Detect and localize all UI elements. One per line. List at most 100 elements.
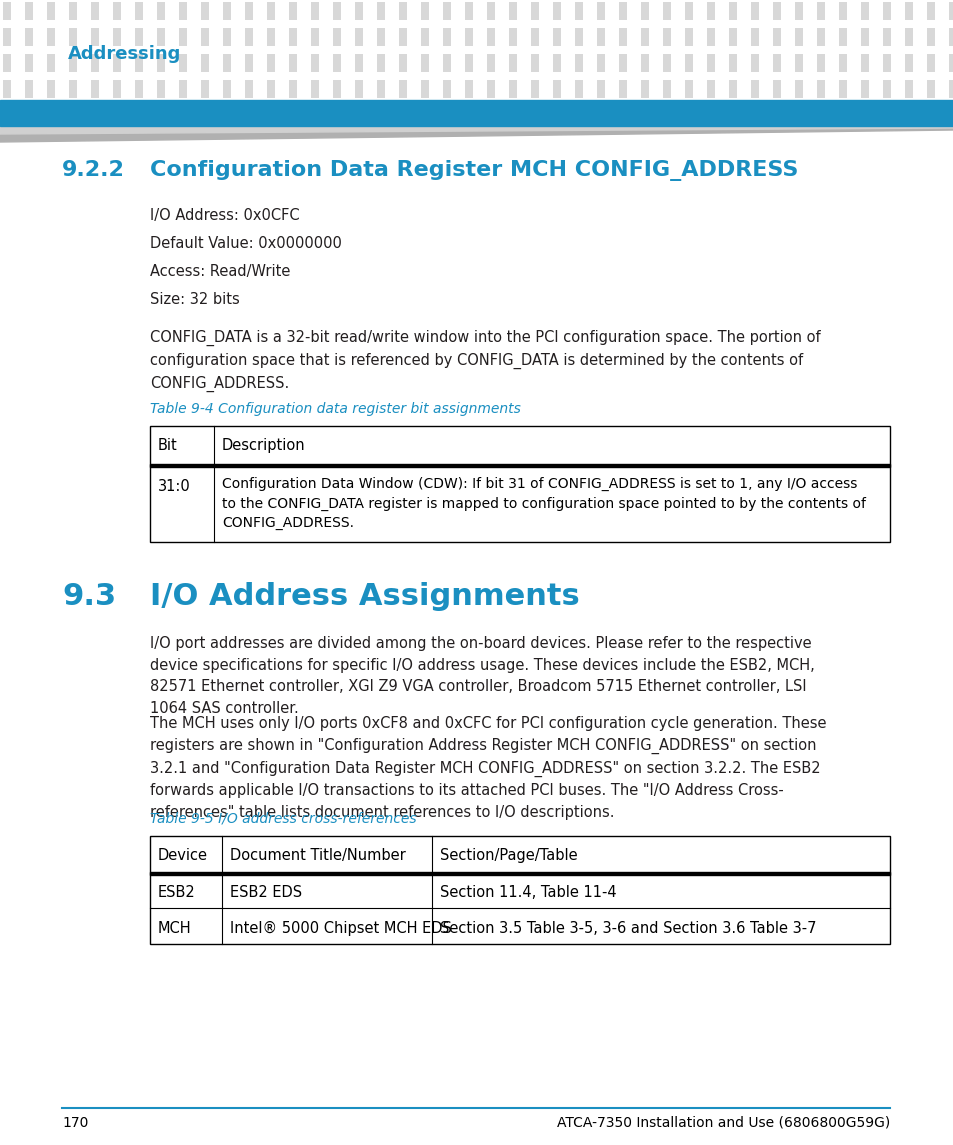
Bar	[509, 54, 517, 72]
Bar	[882, 27, 890, 46]
Text: ESB2 EDS: ESB2 EDS	[230, 885, 302, 900]
Bar	[376, 27, 385, 46]
Bar	[948, 54, 953, 72]
Bar	[904, 80, 912, 98]
Bar	[376, 2, 385, 19]
Text: Table 9-5 I/O address cross-references: Table 9-5 I/O address cross-references	[150, 812, 416, 826]
Bar	[3, 27, 11, 46]
Bar	[882, 54, 890, 72]
Bar	[531, 54, 538, 72]
Bar	[47, 27, 55, 46]
Bar	[509, 80, 517, 98]
Bar	[640, 27, 648, 46]
Bar	[662, 27, 670, 46]
Bar	[816, 27, 824, 46]
Bar	[553, 2, 560, 19]
Bar	[289, 27, 296, 46]
Bar	[706, 80, 714, 98]
Text: I/O port addresses are divided among the on-board devices. Please refer to the r: I/O port addresses are divided among the…	[150, 635, 814, 716]
Bar	[575, 80, 582, 98]
Bar	[245, 27, 253, 46]
Text: Size: 32 bits: Size: 32 bits	[150, 292, 239, 307]
Text: Bit: Bit	[158, 439, 177, 453]
Bar	[25, 27, 33, 46]
Bar	[398, 2, 407, 19]
Bar	[25, 2, 33, 19]
Bar	[618, 80, 626, 98]
Bar	[112, 54, 121, 72]
Bar	[662, 54, 670, 72]
Bar	[311, 27, 318, 46]
Bar	[420, 2, 429, 19]
Bar	[662, 2, 670, 19]
Text: Default Value: 0x0000000: Default Value: 0x0000000	[150, 236, 341, 251]
Bar	[69, 80, 77, 98]
Bar	[47, 2, 55, 19]
Bar	[267, 2, 274, 19]
Bar	[376, 80, 385, 98]
Bar	[794, 54, 802, 72]
Bar	[948, 80, 953, 98]
Text: Section 11.4, Table 11-4: Section 11.4, Table 11-4	[439, 885, 616, 900]
Bar	[794, 2, 802, 19]
Text: Intel® 5000 Chipset MCH EDS: Intel® 5000 Chipset MCH EDS	[230, 921, 452, 935]
Bar	[640, 54, 648, 72]
Bar	[420, 27, 429, 46]
Bar	[618, 27, 626, 46]
Bar	[157, 80, 165, 98]
Bar	[135, 54, 143, 72]
Bar	[311, 80, 318, 98]
Bar	[640, 2, 648, 19]
Text: 9.2.2: 9.2.2	[62, 160, 125, 180]
Bar	[597, 2, 604, 19]
Bar	[575, 27, 582, 46]
Bar	[245, 2, 253, 19]
Bar	[3, 2, 11, 19]
Bar	[750, 2, 759, 19]
Bar	[112, 27, 121, 46]
Bar	[201, 27, 209, 46]
Bar	[575, 54, 582, 72]
Bar	[816, 80, 824, 98]
Bar	[420, 54, 429, 72]
Bar	[245, 80, 253, 98]
Bar	[150, 464, 889, 467]
Bar	[25, 54, 33, 72]
Bar	[531, 27, 538, 46]
Bar	[91, 54, 99, 72]
Bar	[926, 2, 934, 19]
Text: 31:0: 31:0	[158, 479, 191, 493]
Bar	[157, 2, 165, 19]
Polygon shape	[0, 126, 953, 142]
Text: Section/Page/Table: Section/Page/Table	[439, 848, 577, 863]
Bar	[816, 2, 824, 19]
Bar	[794, 80, 802, 98]
Bar	[333, 80, 340, 98]
Bar	[816, 54, 824, 72]
Bar	[464, 2, 473, 19]
Bar	[179, 54, 187, 72]
Bar	[112, 2, 121, 19]
Bar	[861, 2, 868, 19]
Bar	[904, 2, 912, 19]
Text: Description: Description	[222, 439, 305, 453]
Bar	[442, 2, 451, 19]
Bar	[684, 54, 692, 72]
Bar	[201, 54, 209, 72]
Bar	[772, 54, 781, 72]
Bar	[223, 80, 231, 98]
Bar	[355, 2, 363, 19]
Polygon shape	[0, 126, 953, 134]
Bar	[926, 27, 934, 46]
Bar	[838, 2, 846, 19]
Bar	[838, 80, 846, 98]
Bar	[464, 54, 473, 72]
Bar	[861, 27, 868, 46]
Bar	[904, 54, 912, 72]
Bar	[861, 80, 868, 98]
Bar	[618, 2, 626, 19]
Bar	[355, 27, 363, 46]
Bar	[553, 54, 560, 72]
Text: Section 3.5 Table 3-5, 3-6 and Section 3.6 Table 3-7: Section 3.5 Table 3-5, 3-6 and Section 3…	[439, 921, 816, 935]
Text: 170: 170	[62, 1116, 89, 1130]
